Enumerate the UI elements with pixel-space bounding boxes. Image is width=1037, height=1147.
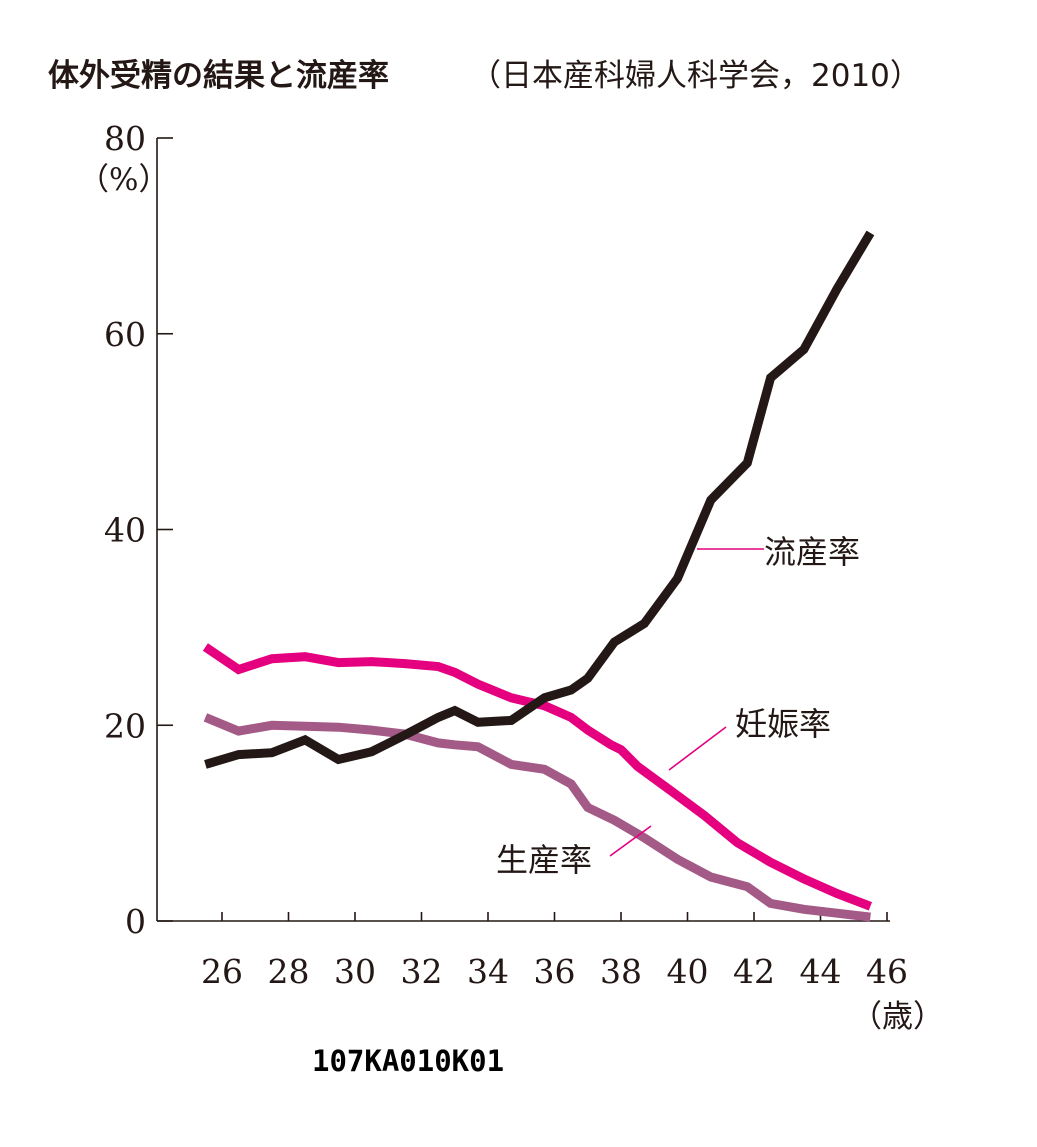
series-line-live-birth-rate	[203, 713, 871, 922]
series-label-pregnancy: 妊娠率	[735, 705, 831, 743]
x-tick-label: 46	[866, 952, 908, 991]
x-tick-label: 28	[268, 952, 310, 991]
x-axis-unit: （歳）	[851, 999, 944, 1035]
leader-line-live-birth	[609, 825, 652, 857]
x-tick-label: 38	[600, 952, 642, 991]
series-label-miscarriage: 流産率	[764, 533, 860, 571]
x-ticks: 26 28 30 32 34 36 38 40 42 44 46	[201, 912, 908, 991]
y-tick-label: 40	[104, 511, 146, 550]
y-tick-label: 80	[104, 119, 146, 158]
x-tick-label: 26	[201, 952, 243, 991]
y-tick-label: 60	[104, 315, 146, 354]
series-line-miscarriage-rate	[204, 230, 875, 769]
x-tick-label: 36	[534, 952, 576, 991]
x-tick-label: 42	[733, 952, 775, 991]
x-tick-label: 40	[667, 952, 709, 991]
x-tick-label: 30	[334, 952, 376, 991]
figure-code: 107KA010K01	[312, 1044, 504, 1078]
x-tick-label: 44	[800, 952, 842, 991]
chart-subtitle: （日本産科婦人科学会，2010）	[470, 58, 921, 94]
series-lines	[202, 230, 875, 922]
series-annotations: 流産率 妊娠率 生産率	[496, 533, 860, 879]
leader-line-pregnancy	[668, 726, 727, 771]
series-line-pregnancy-rate	[202, 643, 873, 911]
y-ticks: 0 20 40 60 80	[104, 119, 173, 941]
x-tick-label: 32	[401, 952, 443, 991]
y-tick-label: 20	[104, 706, 146, 745]
series-label-live-birth: 生産率	[496, 841, 592, 879]
chart-title: 体外受精の結果と流産率	[48, 58, 389, 94]
x-tick-label: 34	[467, 952, 509, 991]
y-tick-label: 0	[125, 902, 146, 941]
y-axis-unit: （%）	[78, 162, 169, 198]
